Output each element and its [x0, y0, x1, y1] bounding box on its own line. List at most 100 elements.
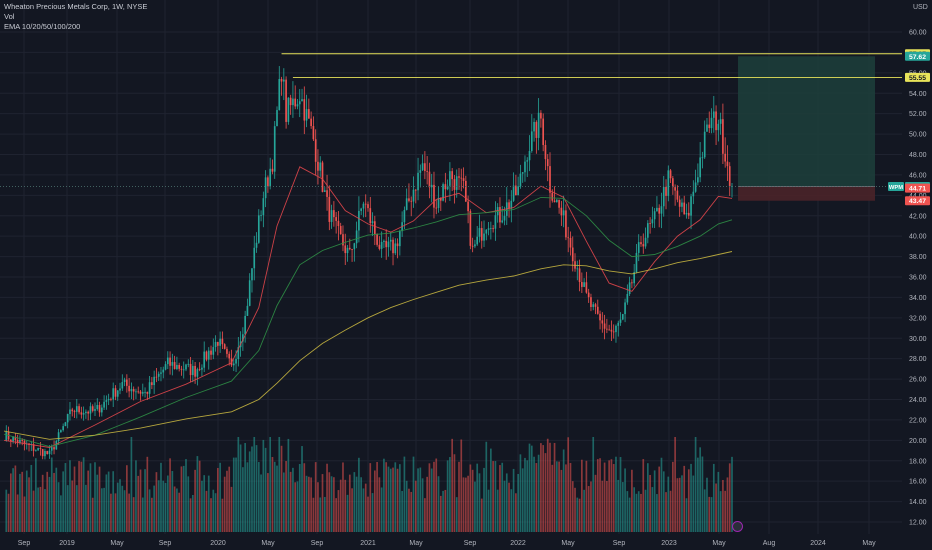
candle-body: [519, 173, 522, 187]
candle-body: [264, 177, 267, 199]
volume-bar: [694, 437, 697, 532]
candlesticks: [5, 66, 733, 460]
volume-bar: [226, 470, 228, 532]
candle-body: [160, 372, 162, 374]
volume-bar: [387, 466, 390, 532]
candle-body: [169, 357, 171, 366]
candle-body: [483, 233, 485, 241]
volume-bar: [574, 487, 576, 532]
volume-bar: [41, 474, 44, 532]
volume-bar: [496, 489, 499, 532]
volume-bar: [619, 457, 622, 532]
candle-body: [14, 436, 17, 440]
candle-body: [599, 313, 601, 321]
price-label-text: 57.62: [909, 54, 926, 61]
candle-body: [176, 364, 178, 370]
x-tick-label: 2021: [360, 540, 376, 547]
volume-bar: [271, 457, 274, 532]
candle-body: [553, 200, 556, 203]
x-tick-label: 2022: [510, 540, 526, 547]
volume-bar: [499, 465, 501, 532]
volume-bar: [376, 462, 378, 532]
volume-bar: [91, 497, 94, 532]
volume-bar: [530, 445, 533, 532]
candle-body: [303, 99, 306, 121]
candle-body: [546, 159, 549, 167]
volume-bar: [726, 477, 729, 532]
volume-bar: [424, 498, 426, 532]
candle-body: [308, 109, 310, 119]
candle-body: [437, 197, 440, 208]
candle-body: [71, 409, 74, 412]
candle-body: [662, 186, 665, 207]
volume-bar: [690, 463, 692, 532]
y-tick-label: 28.00: [909, 356, 927, 363]
candle-body: [726, 161, 729, 167]
volume-bar: [649, 474, 651, 532]
volume-bar: [378, 477, 381, 532]
volume-bar: [264, 447, 267, 532]
volume-bar: [148, 489, 151, 532]
volume-bar: [571, 481, 574, 532]
candle-body: [499, 207, 501, 223]
candle-body: [469, 211, 472, 246]
candle-body: [144, 391, 146, 393]
candle-body: [107, 398, 110, 401]
volume-bar: [660, 457, 663, 532]
horizontal-levels[interactable]: [0, 53, 902, 187]
candle-body: [510, 200, 513, 209]
volume-bar: [137, 475, 140, 532]
candle-body: [690, 196, 692, 216]
y-tick-label: 16.00: [909, 479, 927, 486]
volume-bar: [592, 437, 595, 532]
candle-body: [221, 338, 224, 345]
volume-indicator-label[interactable]: Vol: [4, 12, 15, 21]
time-axis[interactable]: Sep 2019 May Sep 2020 May Sep 2021 May Sep 2022 May…: [18, 540, 876, 547]
candle-body: [214, 341, 217, 348]
candle-body: [344, 245, 347, 254]
price-axis[interactable]: 12.00 14.00 16.00 18.00 20.00 22.00 24.00 26.00…: [909, 4, 928, 527]
candle-body: [330, 210, 333, 222]
volume-bar: [23, 496, 26, 532]
volume-bar: [335, 498, 337, 532]
candle-body: [565, 210, 567, 238]
candle-body: [269, 168, 272, 187]
long-position-zones[interactable]: [738, 56, 875, 201]
volume-bar: [371, 493, 374, 532]
volume-bar: [207, 475, 210, 532]
volume-bar: [25, 470, 28, 532]
x-tick-label: May: [561, 540, 575, 547]
volume-bar: [360, 477, 363, 532]
volume-bar: [442, 490, 444, 532]
volume-bar: [435, 458, 438, 532]
candle-body: [555, 199, 558, 203]
volume-bar: [651, 487, 654, 532]
volume-bar: [474, 481, 476, 532]
candle-body: [12, 436, 14, 442]
candle-body: [703, 131, 706, 158]
volume-bar: [171, 471, 174, 532]
volume-bar: [201, 480, 203, 532]
candle-body: [537, 112, 540, 138]
candle-body: [612, 331, 615, 333]
ema-indicator-label[interactable]: EMA 10/20/50/100/200: [4, 22, 81, 31]
candle-body: [351, 249, 353, 250]
volume-bar: [180, 466, 183, 532]
candle-body: [289, 97, 292, 106]
volume-bar: [223, 476, 226, 532]
volume-bar: [669, 490, 672, 532]
symbol-title[interactable]: Wheaton Precious Metals Corp, 1W, NYSE: [4, 2, 148, 11]
volume-bar: [373, 470, 376, 532]
volume-bar: [314, 462, 317, 532]
volume-bar: [151, 497, 153, 532]
lightning-icon[interactable]: [732, 521, 743, 532]
candle-body: [126, 379, 128, 386]
candle-body: [217, 341, 219, 346]
candle-body: [260, 215, 262, 216]
candle-body: [62, 426, 64, 431]
y-tick-label: 26.00: [909, 377, 927, 384]
volume-bar: [692, 475, 695, 532]
volume-bar: [444, 489, 447, 532]
candle-body: [474, 244, 476, 247]
